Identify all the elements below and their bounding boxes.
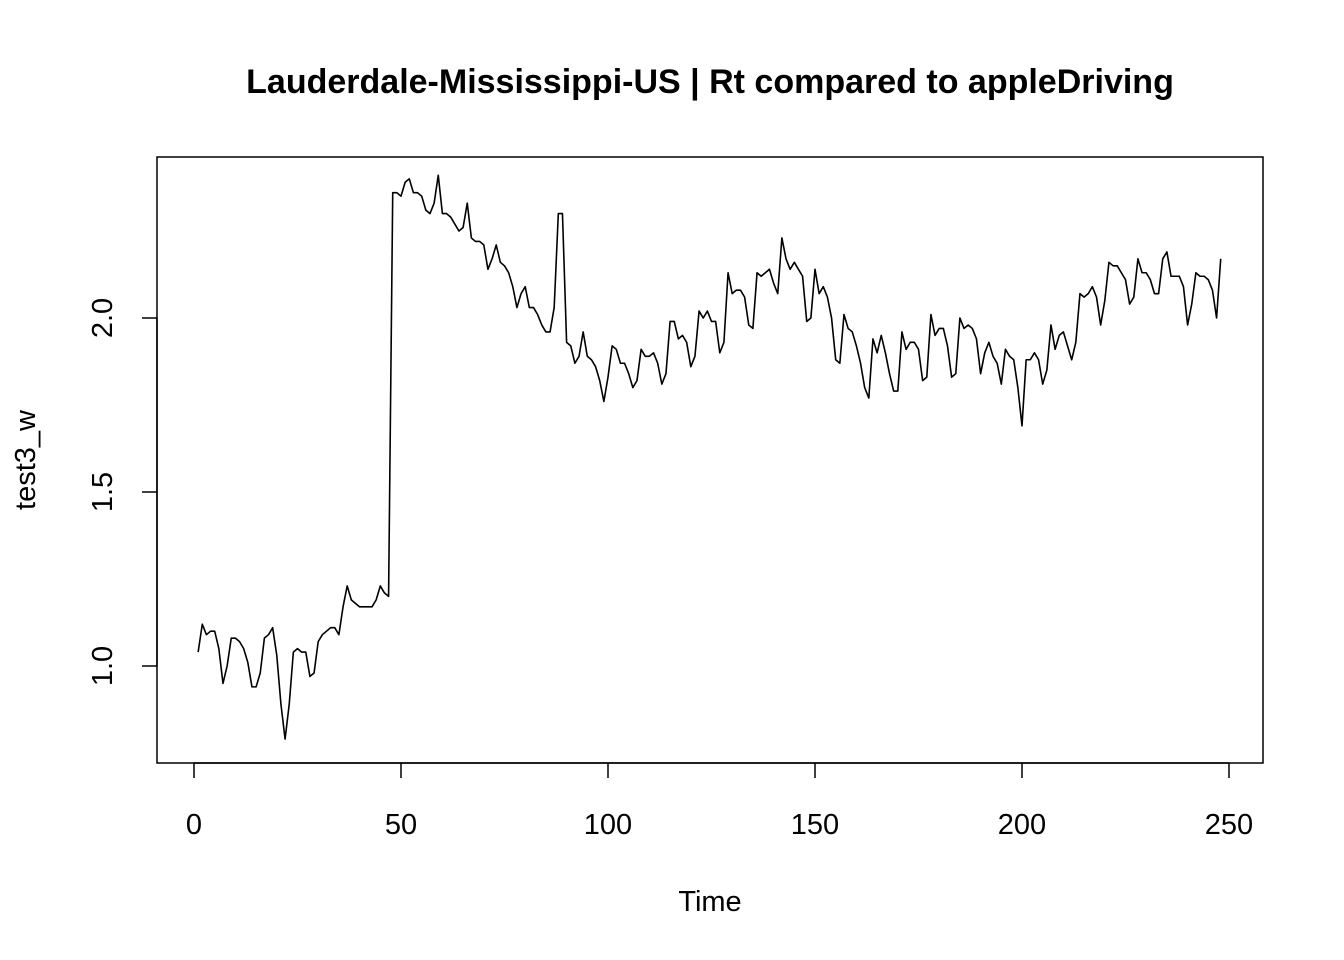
x-axis: 0 50 100 150 200 250 <box>186 762 1253 841</box>
x-tick-label: 0 <box>186 809 202 841</box>
y-tick-label: 1.0 <box>87 646 119 686</box>
y-axis: 1.0 1.5 2.0 <box>87 298 158 686</box>
x-tick-label: 50 <box>385 809 417 841</box>
x-axis-label: Time <box>678 886 741 918</box>
x-tick-label: 150 <box>791 809 839 841</box>
chart-title: Lauderdale-Mississippi-US | Rt compared … <box>246 63 1174 101</box>
x-tick-label: 250 <box>1205 809 1253 841</box>
y-tick-label: 1.5 <box>87 472 119 512</box>
x-tick-label: 100 <box>584 809 632 841</box>
y-axis-label: test3_w <box>10 409 42 510</box>
y-tick-label: 2.0 <box>87 298 119 338</box>
x-tick-label: 200 <box>998 809 1046 841</box>
series-line <box>197 174 1222 740</box>
series-layer <box>197 174 1222 740</box>
plot-frame <box>156 156 1264 764</box>
